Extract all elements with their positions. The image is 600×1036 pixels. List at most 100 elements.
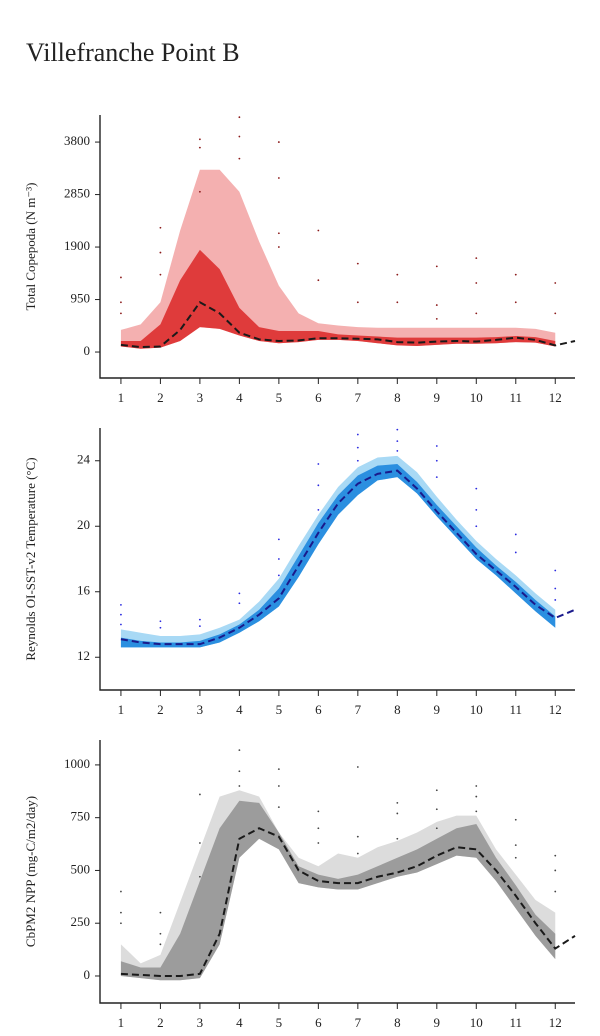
x-tick-label: 6 xyxy=(315,702,322,717)
sample-dot xyxy=(514,273,517,276)
sample-dot xyxy=(356,433,359,436)
sample-dot xyxy=(435,265,438,268)
sample-dot xyxy=(238,749,241,752)
sample-dot xyxy=(277,177,280,179)
y-tick-label: 1900 xyxy=(64,238,90,253)
sample-dot xyxy=(396,450,399,452)
y-tick-label: 0 xyxy=(84,967,91,982)
x-tick-label: 5 xyxy=(276,390,283,405)
sample-dot xyxy=(198,190,201,193)
x-tick-label: 2 xyxy=(157,1015,164,1030)
x-tick-label: 4 xyxy=(236,702,243,717)
axes xyxy=(99,115,575,379)
sample-dot xyxy=(514,818,517,821)
x-tick-label: 12 xyxy=(549,1015,562,1030)
axes xyxy=(99,428,575,691)
x-tick-label: 4 xyxy=(236,390,243,405)
sample-dot xyxy=(554,869,557,872)
sample-dot xyxy=(238,135,241,138)
sample-dot xyxy=(120,911,122,914)
x-tick-label: 9 xyxy=(434,702,441,717)
band xyxy=(120,455,556,648)
y-tick-label: 2850 xyxy=(64,186,90,201)
sample-dot xyxy=(238,602,241,605)
sample-dot xyxy=(277,806,280,809)
sample-dot xyxy=(238,116,241,119)
x-tick-label: 11 xyxy=(510,390,523,405)
axes xyxy=(99,740,575,1004)
y-tick-label: 750 xyxy=(71,809,91,824)
sample-dot xyxy=(554,569,557,572)
sample-dot xyxy=(198,875,201,878)
sample-dot xyxy=(554,599,557,601)
y-tick-label: 16 xyxy=(77,583,91,598)
sample-dot xyxy=(277,558,280,560)
sample-dot xyxy=(554,282,557,284)
x-tick-label: 11 xyxy=(510,1015,523,1030)
x-tick-label: 10 xyxy=(470,1015,483,1030)
sample-dot xyxy=(159,626,162,629)
x-tick-label: 5 xyxy=(276,702,283,717)
sample-dot xyxy=(435,808,438,811)
sample-dot xyxy=(277,768,280,771)
sample-dot xyxy=(356,766,359,768)
x-tick-label: 3 xyxy=(197,702,204,717)
sample-dot xyxy=(159,620,162,623)
sample-dot xyxy=(435,459,438,462)
sample-dot xyxy=(475,487,478,490)
sample-dot xyxy=(277,141,280,143)
sample-dot xyxy=(159,273,162,276)
y-axis-label: Total Copepoda (N m⁻³) xyxy=(23,183,38,311)
sample-dot xyxy=(159,911,162,914)
sample-dot xyxy=(396,812,399,815)
sample-dot xyxy=(396,440,399,442)
sample-dot xyxy=(277,232,280,235)
sample-dot xyxy=(475,525,478,528)
sample-dot xyxy=(356,835,359,838)
sample-dot xyxy=(238,592,241,595)
sample-dot xyxy=(514,551,517,554)
sample-dot xyxy=(317,508,320,511)
sample-dot xyxy=(475,795,478,798)
sample-dot xyxy=(475,508,478,511)
sample-dot xyxy=(120,603,122,606)
sample-dot xyxy=(554,854,557,857)
sample-dot xyxy=(435,304,438,306)
sample-dot xyxy=(396,802,399,804)
sample-dot xyxy=(317,279,320,282)
x-tick-label: 7 xyxy=(355,702,362,717)
x-tick-label: 11 xyxy=(510,702,523,717)
y-tick-label: 3800 xyxy=(64,133,90,148)
sample-dot xyxy=(554,587,557,590)
x-tick-label: 4 xyxy=(236,1015,243,1030)
x-tick-label: 5 xyxy=(276,1015,283,1030)
sample-dot xyxy=(120,613,122,616)
sample-dot xyxy=(435,445,438,447)
sample-dot xyxy=(277,246,280,248)
sample-dot xyxy=(120,922,122,925)
sample-dot xyxy=(159,932,162,935)
sample-dot xyxy=(120,623,122,626)
y-tick-label: 1000 xyxy=(64,756,90,771)
x-tick-label: 7 xyxy=(355,1015,362,1030)
sample-dot xyxy=(435,476,438,479)
x-tick-label: 2 xyxy=(157,702,164,717)
sample-dot xyxy=(120,301,122,304)
x-tick-label: 1 xyxy=(118,1015,125,1030)
x-tick-label: 12 xyxy=(549,702,562,717)
y-tick-label: 24 xyxy=(77,452,91,467)
sample-dot xyxy=(514,533,517,536)
sample-dot xyxy=(356,301,359,304)
sample-dot xyxy=(317,484,320,487)
x-tick-label: 8 xyxy=(394,390,401,405)
band xyxy=(120,800,556,981)
sample-dot xyxy=(475,785,478,787)
sample-dot xyxy=(514,844,517,847)
x-tick-label: 7 xyxy=(355,390,362,405)
sample-dot xyxy=(475,282,478,284)
sample-dot xyxy=(435,789,438,792)
sample-dot xyxy=(198,618,201,621)
figure-title: Villefranche Point B xyxy=(26,38,240,67)
sample-dot xyxy=(277,538,280,541)
sample-dot xyxy=(554,890,557,893)
